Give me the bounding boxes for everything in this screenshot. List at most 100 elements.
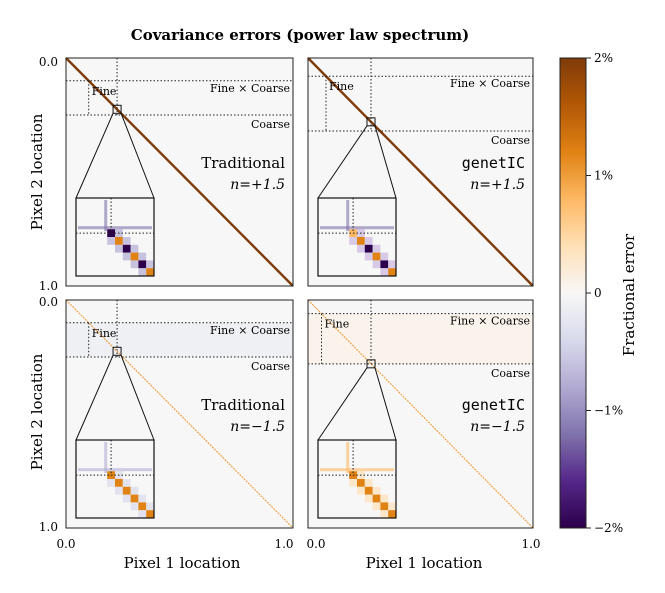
inset-boundary-band: [78, 468, 152, 472]
region-label-fine: Fine: [92, 85, 117, 98]
colorbar-tick-label: 2%: [594, 51, 613, 65]
inset-diagonal-cell: [357, 479, 365, 487]
region-label-coarse: Coarse: [251, 360, 290, 373]
inset-boundary-band: [320, 226, 394, 230]
method-label: Traditional: [201, 154, 285, 172]
zoom-cone-left: [317, 125, 368, 199]
inset-diagonal-cell: [130, 252, 139, 261]
zoom-source-box: [112, 346, 122, 356]
inset-offdiag-cell: [130, 486, 139, 495]
inset-offdiag-cell: [138, 510, 147, 518]
inset-offdiag-cell: [122, 494, 131, 503]
region-label-fine-coarse: Fine × Coarse: [450, 315, 530, 328]
method-label: genetIC: [462, 396, 525, 414]
covariance-diagonal: [65, 299, 294, 529]
inset-offdiag-cell: [138, 268, 147, 276]
inset-offdiag-cell: [380, 494, 389, 503]
spectral-index-label: n=+1.5: [230, 177, 285, 193]
fine-region: [308, 313, 533, 364]
zoom-cone-right: [374, 367, 397, 441]
inset-boundary-band: [346, 200, 350, 232]
inset-offdiag-cell: [388, 502, 396, 511]
spectral-index-label: n=+1.5: [470, 177, 525, 193]
panel-frame: [65, 57, 294, 287]
method-label: genetIC: [462, 154, 525, 172]
inset-diagonal-cell: [138, 502, 147, 511]
zoom-cone-left: [317, 367, 368, 441]
region-label-fine-coarse: Fine × Coarse: [450, 77, 530, 90]
inset-diagonal-cell: [146, 268, 154, 276]
panel-frame: [65, 299, 294, 529]
inset-boundary-band: [104, 200, 108, 232]
heatmap-panel-1: Fine Fine × Coarse Coarse Traditional n=+1.5: [65, 57, 294, 287]
inset-frame: [75, 197, 155, 277]
inset-offdiag-cell: [122, 252, 131, 261]
colorbar-tick-label: −1%: [594, 404, 623, 418]
colorbar-tick-label: 1%: [594, 169, 613, 183]
inset-diagonal-cell: [380, 260, 389, 269]
zoom-source-box: [366, 359, 376, 369]
x-tick-1-left: 1.0: [274, 537, 293, 551]
zoom-inset: [317, 197, 397, 277]
x-axis-label-right: Pixel 1 location: [366, 554, 483, 572]
inset-offdiag-cell: [364, 479, 373, 487]
inset-boundary-band: [78, 226, 152, 230]
inset-offdiag-cell: [115, 244, 123, 253]
covariance-diagonal: [65, 57, 294, 287]
zoom-source-box: [366, 117, 376, 127]
zoom-cone-left: [75, 355, 114, 441]
inset-frame: [75, 439, 155, 519]
region-label-fine: Fine: [329, 80, 354, 93]
inset-offdiag-cell: [122, 237, 131, 245]
x-tick-1-right: 1.0: [521, 537, 540, 551]
colorbar-label: Fractional error: [620, 233, 638, 356]
inset-offdiag-cell: [380, 252, 389, 261]
region-label-coarse: Coarse: [251, 118, 290, 131]
x-tick-0-left: 0.0: [56, 537, 75, 551]
x-axis-label-left: Pixel 1 location: [124, 554, 241, 572]
inset-offdiag-cell: [380, 268, 389, 276]
fine-region: [308, 76, 533, 131]
inset-diagonal-cell: [146, 510, 154, 518]
y-axis-label-bottom: Pixel 2 location: [28, 353, 46, 470]
region-label-fine: Fine: [325, 318, 350, 331]
inset-offdiag-cell: [130, 244, 139, 253]
inset-offdiag-cell: [380, 510, 389, 518]
inset-offdiag-cell: [122, 479, 131, 487]
inset-boundary-band: [320, 468, 394, 472]
y-tick-0-bottom: 0.0: [39, 295, 58, 309]
inset-diagonal-cell: [115, 237, 123, 245]
method-label: Traditional: [201, 396, 285, 414]
inset-diagonal-cell: [115, 479, 123, 487]
zoom-inset: [75, 439, 155, 519]
y-tick-1-bottom: 1.0: [39, 520, 58, 534]
inset-diagonal-cell: [122, 244, 131, 253]
inset-offdiag-cell: [372, 486, 381, 495]
inset-diagonal-cell: [372, 252, 381, 261]
x-tick-0-right: 0.0: [306, 537, 325, 551]
zoom-inset: [75, 197, 155, 277]
inset-offdiag-cell: [349, 479, 357, 487]
zoom-cone-right: [374, 125, 397, 199]
zoom-source-box: [112, 104, 122, 114]
inset-offdiag-cell: [349, 237, 357, 245]
spectral-index-label: n=−1.5: [470, 419, 525, 435]
inset-offdiag-cell: [388, 260, 396, 269]
inset-boundary-band: [346, 442, 350, 474]
zoom-cone-right: [120, 113, 155, 199]
inset-offdiag-cell: [372, 260, 381, 269]
colorbar-tick-label: 0: [594, 286, 602, 300]
region-label-fine-coarse: Fine × Coarse: [210, 324, 290, 337]
zoom-inset: [317, 439, 397, 519]
panel-frame: [307, 299, 534, 529]
inset-diagonal-cell: [130, 494, 139, 503]
inset-diagonal-cell: [122, 486, 131, 495]
inset-offdiag-cell: [364, 494, 373, 503]
panel-frame: [307, 57, 534, 287]
region-label-fine: Fine: [92, 327, 117, 340]
figure-title: Covariance errors (power law spectrum): [131, 26, 469, 44]
spectral-index-label: n=−1.5: [230, 419, 285, 435]
inset-offdiag-cell: [107, 237, 115, 245]
covariance-diagonal: [307, 57, 534, 287]
